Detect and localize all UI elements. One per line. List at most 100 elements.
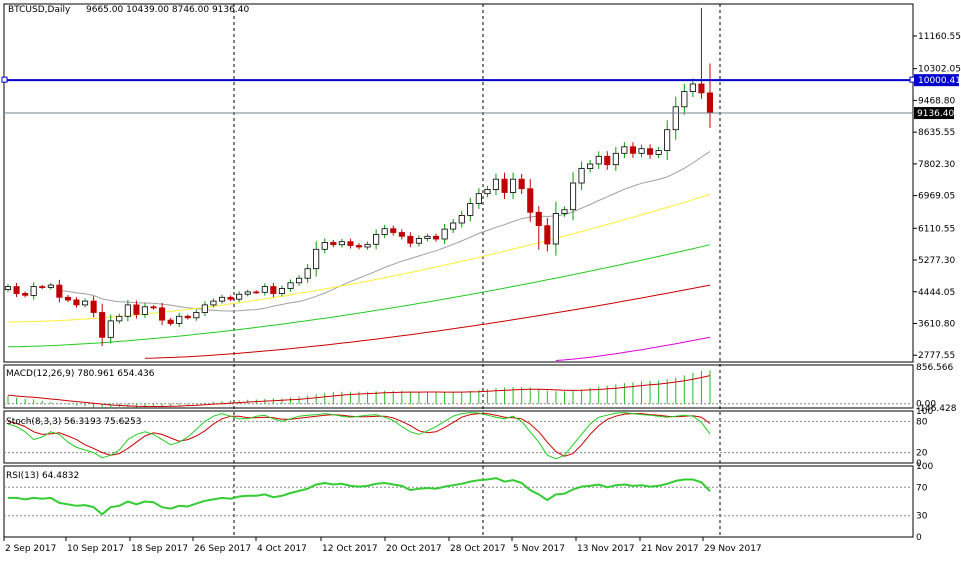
macd-panel-border — [3, 364, 914, 409]
candle-down — [647, 148, 654, 155]
candle-down — [432, 235, 440, 240]
price-tag — [914, 107, 954, 120]
panel-frames — [3, 3, 914, 538]
candle-down — [39, 286, 46, 289]
stoch-axis-label: 20 — [916, 449, 928, 459]
time-tick-label: 29 Nov 2017 — [704, 544, 762, 554]
candle-up — [313, 248, 320, 270]
sma-green-line — [7, 244, 711, 348]
candle-up — [244, 291, 251, 295]
price-tick-label: 2777.55 — [918, 351, 955, 361]
candle-down — [527, 188, 534, 213]
candle-up — [467, 203, 474, 216]
candle-down — [133, 304, 140, 315]
price-tick-label: 3610.80 — [918, 320, 955, 330]
candle-up — [4, 286, 12, 291]
price-tick-label: 5277.30 — [918, 256, 955, 266]
candle-down — [73, 299, 80, 306]
time-tick-label: 26 Sep 2017 — [194, 544, 251, 554]
candle-up — [30, 286, 37, 296]
candle-up — [210, 300, 217, 306]
rsi-panel-border — [3, 465, 914, 538]
candle-up — [193, 312, 200, 319]
candle-up — [176, 315, 183, 324]
price-axes: 11160.55 10302.05 9468.80 8635.55 7802.30 696… — [913, 32, 961, 543]
time-tick-label: 13 Nov 2017 — [577, 544, 635, 554]
rsi-line — [8, 477, 711, 516]
candle-up — [570, 182, 577, 211]
candle-up — [141, 306, 149, 315]
candle-down — [501, 178, 508, 193]
sma-yellow-line — [7, 193, 711, 323]
time-tick-label: 12 Oct 2017 — [322, 544, 378, 554]
candle-up — [475, 193, 482, 204]
candle-down — [227, 296, 234, 300]
candle-up — [424, 235, 431, 240]
candle-up — [552, 213, 559, 245]
candle-up — [107, 320, 114, 338]
macd-axis-label: 856.566 — [916, 363, 953, 373]
candle-up — [201, 304, 208, 313]
candle-down — [390, 228, 397, 233]
price-tick-label: 6110.55 — [918, 224, 955, 234]
candle-up — [655, 150, 662, 155]
candle-up — [561, 209, 568, 214]
candle-up — [261, 286, 268, 293]
stoch-axis-label: 0 — [916, 459, 922, 469]
candle-up — [681, 91, 688, 108]
candle-up — [381, 228, 388, 235]
candle-up — [587, 163, 594, 169]
symbol-label: BTCUSD,Daily — [8, 5, 71, 15]
candle-down — [150, 306, 157, 309]
candle-up — [492, 178, 499, 190]
stoch-panel-border — [3, 410, 914, 464]
candle-down — [270, 286, 277, 294]
price-tick-label: 4444.05 — [918, 288, 955, 298]
macd-axis-label: -146.428 — [916, 404, 957, 414]
candle-up — [116, 315, 123, 322]
rsi-axis-label: 0 — [916, 533, 922, 543]
candle-down — [13, 286, 20, 294]
candle-down — [544, 225, 551, 245]
candle-up — [47, 284, 54, 288]
rsi-label: RSI(13) 64.4832 — [6, 471, 79, 481]
candle-up — [124, 304, 131, 317]
candle-down — [398, 232, 405, 237]
rsi-axis-label: 100 — [916, 462, 933, 472]
main-plot — [1, 7, 916, 361]
candle-up — [287, 282, 294, 289]
candle-down — [629, 146, 636, 154]
ohlc-values: 9665.00 10439.00 8746.00 9136.40 — [86, 5, 249, 15]
candle-down — [158, 307, 166, 321]
time-axis: 2 Sep 2017 10 Sep 2017 18 Sep 2017 26 Sep 2… — [3, 537, 762, 554]
candle-up — [612, 152, 619, 166]
candle-down — [99, 312, 106, 338]
candle-down — [253, 291, 260, 294]
main-panel-border — [3, 3, 914, 363]
macd-signal-line — [7, 375, 711, 407]
time-tick-label: 10 Sep 2017 — [67, 544, 124, 554]
price-tick-label: 9468.80 — [918, 96, 955, 106]
price-tick-label: 8635.55 — [918, 128, 955, 138]
price-tick-label: 11160.55 — [918, 32, 961, 42]
candle-up — [621, 146, 628, 154]
candle-down — [330, 241, 337, 246]
stoch-main-line — [7, 412, 711, 460]
stoch-label: Stoch(8,3,3) 56.3193 75.6253 — [6, 417, 141, 427]
candle-up — [664, 129, 671, 151]
candle-up — [689, 83, 696, 92]
candle-up — [415, 238, 422, 244]
time-tick-label: 5 Nov 2017 — [513, 544, 565, 554]
candle-up — [304, 268, 311, 279]
candle-up — [338, 241, 345, 246]
candle-up — [441, 228, 448, 240]
candle-up — [595, 155, 602, 165]
candle-up — [321, 241, 328, 250]
candle-up — [218, 296, 226, 302]
candle-up — [672, 106, 679, 131]
candle-up — [638, 148, 645, 154]
time-tick-label: 21 Nov 2017 — [641, 544, 699, 554]
indicator-plots — [4, 370, 913, 517]
